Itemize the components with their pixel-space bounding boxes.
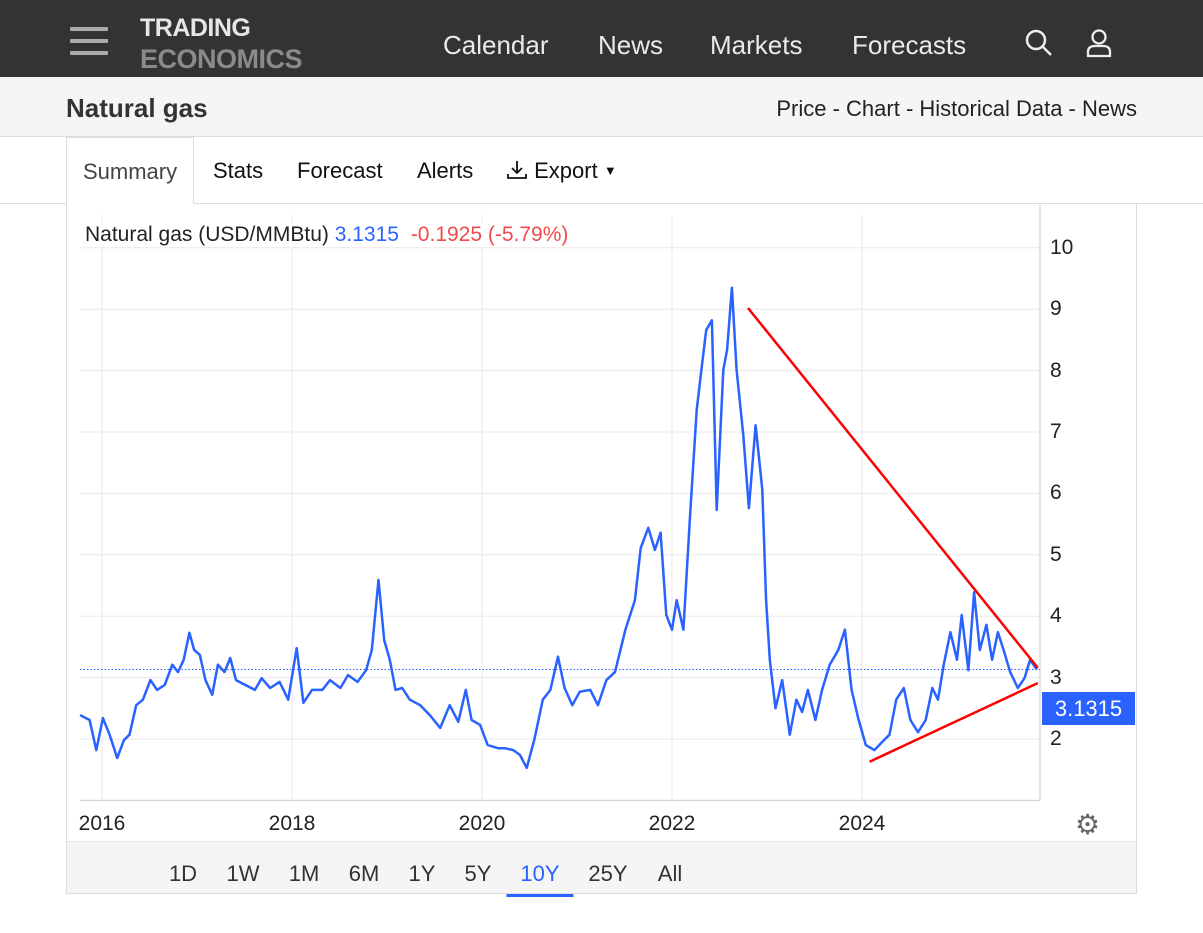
nav-calendar[interactable]: Calendar xyxy=(443,30,549,60)
range-selector: 1D 1W 1M 6M 1Y 5Y 10Y 25Y All xyxy=(67,841,1136,897)
tab-alerts[interactable]: Alerts xyxy=(417,158,474,183)
search-icon[interactable] xyxy=(1024,28,1054,63)
price-series-line xyxy=(79,286,1038,770)
y-tick-label: 9 xyxy=(1050,297,1062,321)
logo-line2: ECONOMICS xyxy=(140,44,303,74)
logo-line1: TRADING xyxy=(140,14,251,42)
y-tick-label: 10 xyxy=(1050,235,1074,259)
logo[interactable]: TRADING ECONOMICS xyxy=(140,0,330,77)
nav-news[interactable]: News xyxy=(598,30,664,60)
nav-markets[interactable]: Markets xyxy=(710,30,803,60)
x-tick-label: 2020 xyxy=(458,812,506,835)
nav-forecasts[interactable]: Forecasts xyxy=(852,30,967,60)
x-tick-label: 2024 xyxy=(838,812,886,835)
legend-price: 3.1315 xyxy=(334,223,399,246)
tab-forecast[interactable]: Forecast xyxy=(297,158,383,183)
tab-export[interactable]: Export ▼ xyxy=(506,137,617,204)
trendline xyxy=(747,307,1039,669)
y-tick-label: 2 xyxy=(1050,727,1062,750)
range-button-6m[interactable]: 6M xyxy=(348,861,380,886)
y-tick-label: 6 xyxy=(1050,481,1062,505)
range-button-1d[interactable]: 1D xyxy=(168,861,198,886)
y-tick-label: 7 xyxy=(1050,420,1062,443)
download-icon xyxy=(507,161,527,179)
legend-change: -0.1925 (-5.79%) xyxy=(410,223,569,246)
caret-down-icon: ▼ xyxy=(603,163,617,178)
page-title: Natural gas xyxy=(66,93,208,123)
x-tick-label: 2018 xyxy=(268,812,316,835)
range-button-10y[interactable]: 10Y xyxy=(506,861,574,897)
menu-icon[interactable] xyxy=(70,27,108,57)
range-button-all[interactable]: All xyxy=(657,861,683,886)
current-price-label: 3.1315 xyxy=(1042,692,1135,725)
instrument-header: Natural gas Price - Chart - Historical D… xyxy=(0,77,1203,137)
section-links[interactable]: Price - Chart - Historical Data - News xyxy=(776,96,1137,121)
range-button-1w[interactable]: 1W xyxy=(226,861,260,886)
export-label: Export xyxy=(534,158,598,183)
tab-summary[interactable]: Summary xyxy=(66,137,195,204)
x-tick-label: 2016 xyxy=(78,812,126,835)
legend-series-name: Natural gas (USD/MMBtu) xyxy=(85,223,329,246)
y-tick-label: 8 xyxy=(1050,358,1062,382)
top-navbar: TRADING ECONOMICS Calendar News Markets … xyxy=(0,0,1203,77)
settings-gear-icon[interactable]: ⚙ xyxy=(1075,809,1101,840)
x-tick-label: 2022 xyxy=(648,812,696,835)
range-button-1m[interactable]: 1M xyxy=(288,861,320,886)
tab-bar: Summary Stats Forecast Alerts Export ▼ xyxy=(0,137,1203,204)
trendline xyxy=(869,681,1039,763)
y-tick-label: 3 xyxy=(1050,665,1062,689)
tab-stats[interactable]: Stats xyxy=(213,158,264,183)
chart-container xyxy=(66,203,1137,894)
range-button-1y[interactable]: 1Y xyxy=(408,861,436,886)
range-button-5y[interactable]: 5Y xyxy=(464,861,492,886)
chart-legend: Natural gas (USD/MMBtu) 3.1315 -0.1925 (… xyxy=(83,223,571,247)
y-tick-label: 4 xyxy=(1050,604,1062,628)
range-button-25y[interactable]: 25Y xyxy=(588,861,628,886)
user-icon[interactable] xyxy=(1085,28,1113,63)
y-tick-label: 5 xyxy=(1050,542,1062,566)
